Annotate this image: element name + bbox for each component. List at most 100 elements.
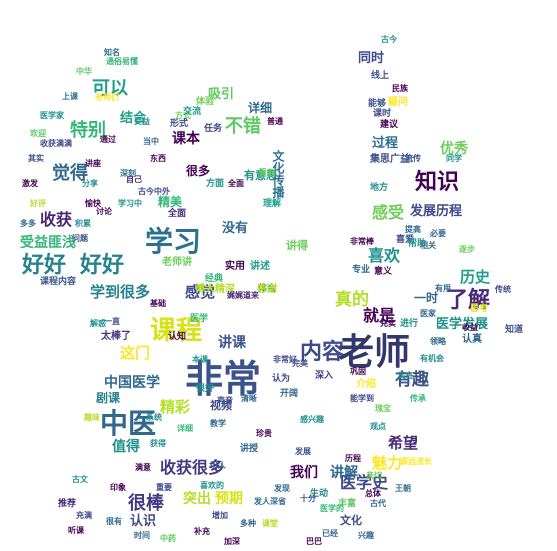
cloud-word: 有意思 [244, 169, 277, 182]
cloud-word: 激发 [22, 179, 38, 188]
cloud-word: 结合 [120, 111, 147, 126]
cloud-word: 老师讲 [162, 257, 192, 268]
cloud-word: 受益匪浅 [20, 235, 76, 251]
cloud-word: 巩固 [350, 367, 366, 376]
cloud-word: 听课 [68, 526, 84, 535]
cloud-word: 上课 [62, 92, 78, 101]
cloud-word: 可以 [92, 78, 128, 99]
cloud-word: 有用 [435, 284, 451, 293]
cloud-word: 充实 [380, 319, 396, 328]
cloud-word: 发现 [274, 484, 290, 493]
cloud-word: 讲课 [218, 335, 246, 351]
cloud-word: 本课 [192, 355, 208, 364]
cloud-word: 其实 [28, 154, 44, 163]
cloud-word: 生动 [310, 489, 329, 499]
cloud-word: 分享 [82, 179, 98, 188]
cloud-word: 疑问 [388, 97, 408, 108]
cloud-word: 观点 [370, 422, 386, 431]
cloud-word: 完美 [292, 359, 308, 368]
cloud-word: 深入 [315, 371, 334, 381]
cloud-word: 同学 [446, 154, 462, 163]
cloud-word: 相关 [420, 241, 436, 250]
cloud-word: 好好 [22, 253, 67, 278]
cloud-word: 建议 [380, 120, 399, 130]
cloud-word: 古文 [72, 475, 88, 484]
cloud-word: 传承 [410, 394, 426, 403]
cloud-word: 意义 [374, 267, 393, 277]
cloud-word: 引人 [210, 461, 226, 470]
cloud-word: 中国医学 [104, 375, 160, 391]
cloud-word: 预期 [215, 491, 243, 507]
cloud-word: 源远流长 [400, 457, 432, 466]
cloud-word: 老师们 [95, 93, 119, 102]
cloud-word: 魅力 [372, 454, 403, 472]
cloud-word: 愉快 [85, 199, 101, 208]
cloud-word: 认识 [130, 514, 157, 529]
cloud-word: 特别 [70, 120, 106, 141]
cloud-word: 视频 [210, 399, 232, 412]
cloud-word: 发展 [295, 447, 311, 456]
cloud-word: 经典 [205, 274, 224, 284]
cloud-word: 印象 [110, 483, 126, 492]
cloud-word: 老师 [338, 332, 411, 373]
cloud-word: 有趣 [395, 370, 429, 390]
cloud-word: 医学 [190, 314, 209, 324]
cloud-word: 当中 [143, 137, 159, 146]
cloud-word: 没有 [222, 221, 249, 236]
cloud-word: 知识 [415, 170, 460, 195]
cloud-word: 医学家 [40, 111, 64, 120]
cloud-word: 能学到 [350, 394, 374, 403]
cloud-word: 介绍 [356, 379, 376, 390]
cloud-word: 喜欢 [368, 246, 401, 265]
cloud-word: 太棒了 [101, 331, 131, 342]
cloud-word: 普通 [267, 117, 283, 126]
cloud-word: 问题 [72, 234, 88, 243]
cloud-word: 声音 [217, 396, 233, 405]
cloud-word: 方式 [175, 111, 191, 120]
cloud-word: 感兴趣 [300, 415, 324, 424]
cloud-word: 亲切 [366, 471, 382, 480]
cloud-word: 形式 [170, 119, 189, 129]
cloud-word: 发展历程 [410, 204, 463, 219]
cloud-word: 传统 [495, 285, 511, 294]
cloud-word: 清晰 [241, 394, 257, 403]
cloud-word: 博大精深 [195, 284, 235, 295]
cloud-word: 时间 [134, 531, 150, 540]
cloud-word: 自己 [126, 175, 142, 184]
cloud-word: 感觉 [185, 283, 216, 301]
cloud-word: 通过 [100, 135, 116, 144]
cloud-word: 好评 [30, 199, 46, 208]
cloud-word: 学到很多 [90, 283, 151, 301]
cloud-word: 线上 [371, 71, 390, 81]
cloud-word: 感受 [372, 203, 405, 222]
cloud-word: 重要 [156, 483, 172, 492]
cloud-word: 精美 [158, 195, 183, 209]
cloud-word: 满意 [135, 463, 151, 472]
cloud-word: 思考 [470, 304, 489, 314]
cloud-word: 提高 [405, 225, 421, 234]
cloud-word: 专业 [352, 265, 371, 275]
cloud-word: 进行 [400, 319, 419, 329]
cloud-word: 王朝 [395, 484, 411, 493]
cloud-word: 医家 [420, 309, 436, 318]
cloud-word: 剧课 [96, 391, 121, 405]
cloud-word: 娓娓道来 [227, 291, 259, 300]
cloud-word: 全面 [168, 209, 187, 219]
cloud-word: 加深 [224, 537, 240, 546]
cloud-word: 详细 [248, 101, 273, 115]
cloud-word: 能够 [368, 99, 387, 109]
cloud-word: 详细 [177, 424, 193, 433]
cloud-word: 希望 [388, 434, 419, 452]
cloud-word: 交流 [183, 107, 202, 117]
cloud-word: 同时 [358, 51, 385, 66]
cloud-word: 获得 [150, 439, 166, 448]
cloud-word: 通俗易懂 [106, 57, 138, 66]
cloud-word: 课本 [172, 131, 200, 147]
cloud-word: 中药 [160, 534, 176, 543]
cloud-word: 瑰宝 [375, 404, 391, 413]
cloud-word: 文化传播 [271, 150, 285, 198]
cloud-word: 收获 [40, 210, 73, 229]
cloud-word: 非常好 [273, 355, 297, 364]
cloud-word: 认为 [272, 374, 291, 384]
